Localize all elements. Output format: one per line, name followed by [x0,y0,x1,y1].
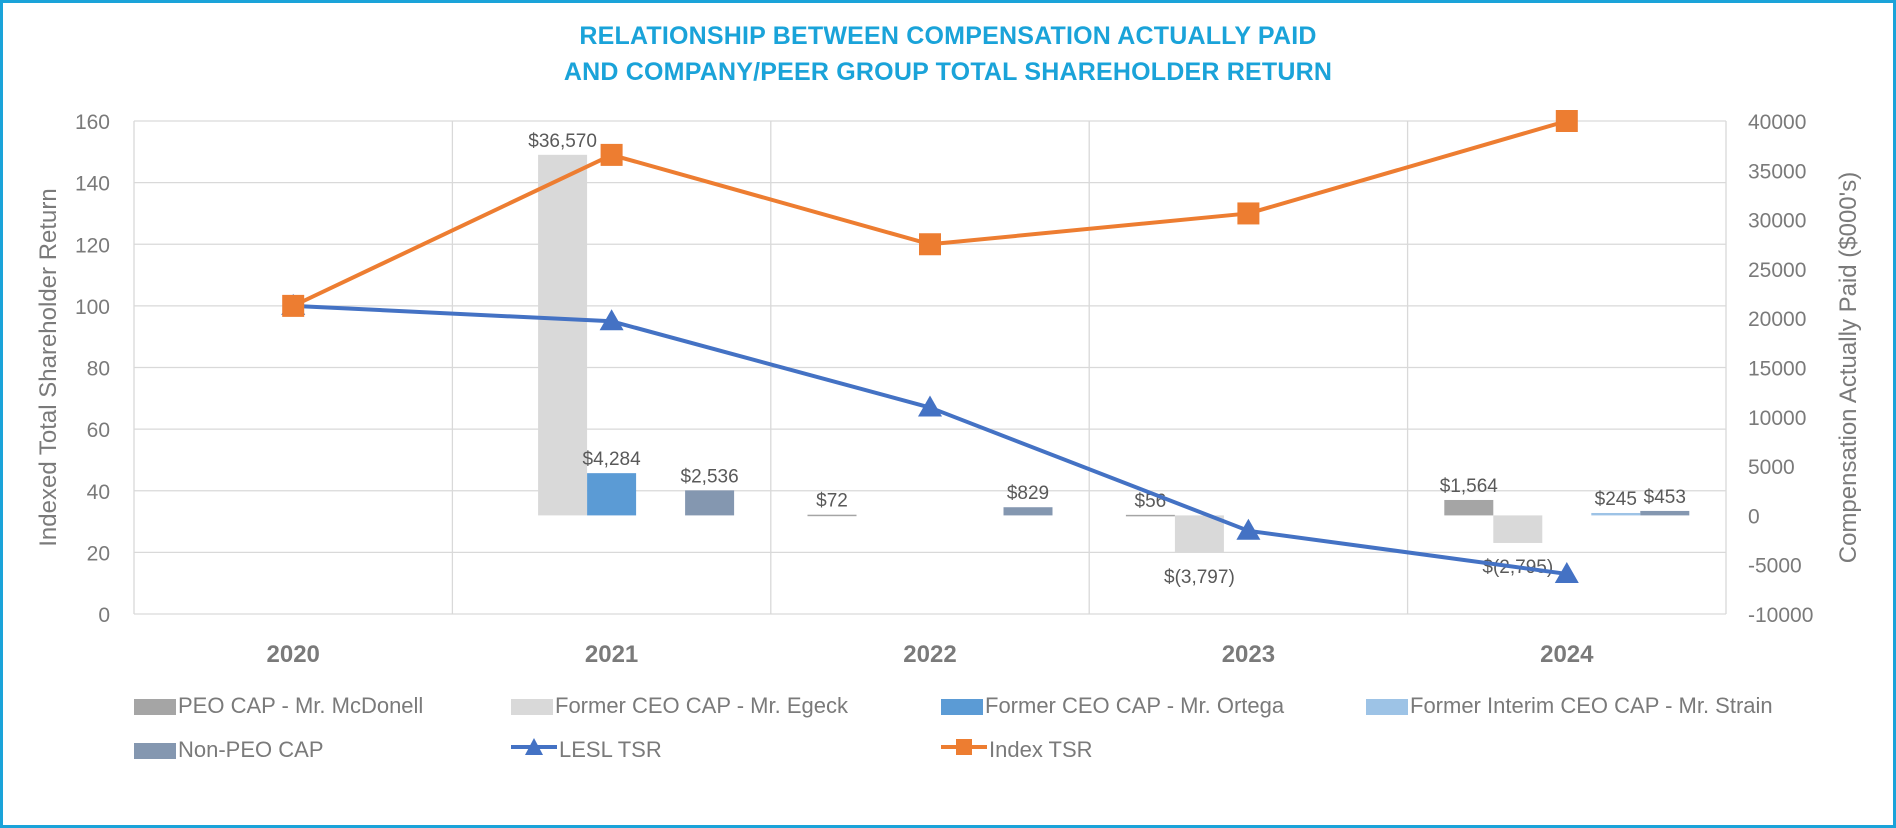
marker-square [1555,110,1578,132]
bar [1493,515,1543,543]
legend-label: PEO CAP - Mr. McDonell [178,693,424,718]
right-tick-label: 0 [1748,505,1760,528]
legend-swatch [134,743,176,760]
right-tick-label: -10000 [1748,604,1813,627]
left-tick-label: 140 [75,173,110,196]
category-label: 2023 [1222,641,1275,668]
data-label: $72 [816,491,848,512]
chart-title: RELATIONSHIP BETWEEN COMPENSATION ACTUAL… [579,22,1317,50]
category-label: 2021 [585,641,638,668]
right-tick-label: 5000 [1748,456,1795,479]
data-label: $453 [1644,487,1686,508]
legend-label: Former CEO CAP - Mr. Egeck [555,693,848,718]
bar [1591,512,1641,516]
left-tick-label: 80 [87,358,110,381]
right-tick-label: 40000 [1748,111,1806,134]
legend-label: Index TSR [989,737,1093,762]
right-tick-label: 20000 [1748,308,1806,331]
legend-swatch [134,699,176,716]
marker-square [282,294,305,317]
bar [1174,515,1224,553]
legend-label: Former Interim CEO CAP - Mr. Strain [1410,693,1773,718]
y-axis-title-left: Indexed Total Shareholder Return [35,188,62,546]
marker-triangle [1554,561,1579,583]
y-axis-title-right: Compensation Actually Paid ($000's) [1835,172,1862,563]
legend-swatch [511,699,553,716]
legend-label: Non-PEO CAP [178,737,324,762]
legend-swatch [941,699,983,716]
legend-item: Index TSR [941,735,1093,765]
bar [587,473,637,516]
marker-triangle [918,395,942,417]
category-label: 2022 [903,641,956,668]
data-label: $36,570 [528,131,597,152]
bar [1125,514,1175,517]
legend-item: PEO CAP - Mr. McDonell [134,691,423,721]
marker-square [1237,202,1260,225]
category-label: 2020 [267,641,320,668]
left-tick-label: 60 [87,419,110,442]
right-tick-label: -5000 [1748,555,1802,578]
legend-label: LESL TSR [559,737,662,762]
legend-item: Former CEO CAP - Mr. Egeck [511,691,848,721]
marker-square [600,143,623,166]
left-tick-label: 20 [87,542,110,565]
left-tick-label: 120 [75,234,110,257]
data-label: $245 [1595,489,1637,510]
legend-line-square-icon [941,736,987,766]
right-tick-label: 10000 [1748,407,1806,430]
legend-item: Former CEO CAP - Mr. Ortega [941,691,1284,721]
data-label: $(3,797) [1164,567,1235,588]
legend-swatch [1366,699,1408,716]
data-label: $4,284 [583,449,642,470]
legend-item: Non-PEO CAP [134,735,324,765]
bar [807,514,857,517]
chart-subtitle: AND COMPANY/PEER GROUP TOTAL SHAREHOLDER… [563,58,1333,86]
left-tick-label: 40 [87,481,110,504]
left-tick-label: 100 [75,296,110,319]
left-tick-label: 0 [98,604,110,627]
legend-item: Former Interim CEO CAP - Mr. Strain [1366,691,1773,721]
data-label: $829 [1007,483,1049,504]
bar [1003,507,1053,516]
marker-triangle [599,309,624,331]
bar [1640,510,1690,516]
right-tick-label: 35000 [1748,160,1806,183]
marker-square [919,233,941,256]
series-line [292,119,1568,308]
legend-item: LESL TSR [511,735,662,765]
series-line [293,303,1568,576]
right-tick-label: 15000 [1748,358,1806,381]
legend-label: Former CEO CAP - Mr. Ortega [985,693,1285,718]
legend-line-triangle-icon [511,736,557,766]
data-label: $1,564 [1440,476,1499,497]
right-tick-label: 30000 [1748,210,1806,233]
bar [685,490,735,516]
right-tick-label: 25000 [1748,259,1806,282]
left-tick-label: 160 [75,111,110,134]
bar [1444,499,1494,516]
bar [538,154,588,516]
category-label: 2024 [1540,641,1594,668]
marker-triangle [1236,518,1261,540]
data-label: $2,536 [681,466,739,487]
